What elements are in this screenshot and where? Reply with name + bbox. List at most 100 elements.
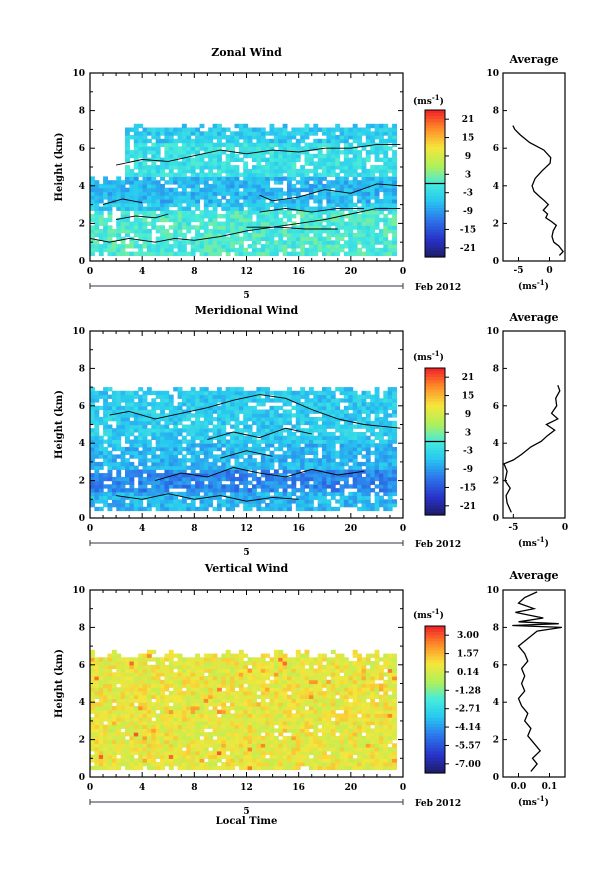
heatmap-cell xyxy=(225,458,231,463)
heatmap-cell xyxy=(287,506,292,512)
heatmap-cell xyxy=(256,446,262,452)
heatmap-cell xyxy=(256,131,262,136)
heatmap-cell xyxy=(111,443,117,448)
heatmap-cell xyxy=(374,458,380,463)
heatmap-cell xyxy=(133,454,139,459)
heatmap-cell xyxy=(168,473,174,478)
heatmap-cell xyxy=(94,747,100,752)
heatmap-cell xyxy=(151,217,157,223)
heatmap-cell xyxy=(217,435,222,440)
heatmap-cell xyxy=(111,465,117,470)
heatmap-cell xyxy=(230,424,235,429)
heatmap-cell xyxy=(308,458,314,463)
heatmap-cell xyxy=(238,435,244,440)
heatmap-cell xyxy=(365,424,371,429)
y-tick-label: 8 xyxy=(79,107,85,117)
heatmap-cell xyxy=(107,702,113,707)
heatmap-cell xyxy=(151,183,157,189)
heatmap-cell xyxy=(164,405,170,411)
heatmap-cell xyxy=(203,225,209,230)
heatmap-cell xyxy=(291,202,297,208)
heatmap-cell xyxy=(348,503,354,508)
heatmap-cell xyxy=(142,195,148,200)
heatmap-cell xyxy=(146,450,152,455)
heatmap-cell xyxy=(173,683,179,688)
heatmap-cell xyxy=(247,168,253,174)
heatmap-cell xyxy=(295,153,301,159)
heatmap-cell xyxy=(304,499,310,504)
heatmap-cell xyxy=(300,138,306,144)
heatmap-cell xyxy=(90,214,95,219)
heatmap-cell xyxy=(125,424,130,429)
heatmap-cell xyxy=(160,191,165,196)
heatmap-cell xyxy=(361,146,367,151)
heatmap-cell xyxy=(361,131,367,136)
heatmap-cell xyxy=(186,135,192,140)
heatmap-cell xyxy=(269,390,275,396)
heatmap-cell xyxy=(313,469,319,474)
heatmap-cell xyxy=(217,172,222,177)
heatmap-cell xyxy=(256,240,262,245)
heatmap-cell xyxy=(330,465,336,470)
heatmap-cell xyxy=(300,214,306,219)
heatmap-cell xyxy=(168,191,174,196)
heatmap-cell xyxy=(190,217,196,223)
heatmap-cell xyxy=(177,679,183,685)
heatmap-cell xyxy=(98,713,104,718)
heatmap-cell xyxy=(225,191,231,196)
heatmap-cell xyxy=(138,443,144,448)
heatmap-cell xyxy=(317,244,323,249)
heatmap-cell xyxy=(343,168,349,174)
heatmap-cell xyxy=(208,221,214,226)
heatmap-cell xyxy=(181,428,187,433)
x-tick-label: 0 xyxy=(87,524,93,534)
heatmap-cell xyxy=(221,229,227,234)
heatmap-cell xyxy=(142,165,148,170)
heatmap-cell xyxy=(308,409,314,414)
heatmap-cell xyxy=(335,236,341,241)
heatmap-cell xyxy=(278,210,284,215)
heatmap-cell xyxy=(260,232,266,238)
heatmap-cell xyxy=(273,195,279,200)
heatmap-cell xyxy=(234,202,240,208)
heatmap-cell xyxy=(365,251,371,256)
heatmap-cell xyxy=(103,225,108,230)
heatmap-cell xyxy=(374,251,380,256)
heatmap-cell xyxy=(90,461,95,467)
heatmap-cell xyxy=(199,146,205,151)
heatmap-cell xyxy=(379,435,384,440)
colorbar-swatch xyxy=(425,438,445,443)
heatmap-cell xyxy=(291,146,297,151)
heatmap-cell xyxy=(370,150,376,155)
heatmap-cell xyxy=(168,739,174,744)
heatmap-cell xyxy=(265,247,270,253)
heatmap-cell xyxy=(116,705,122,711)
heatmap-cell xyxy=(287,417,292,422)
heatmap-cell xyxy=(164,138,170,144)
heatmap-cell xyxy=(238,150,244,155)
heatmap-cell xyxy=(269,405,275,411)
heatmap-cell xyxy=(287,138,292,144)
heatmap-cell xyxy=(304,432,310,437)
heatmap-cell xyxy=(146,476,152,482)
heatmap-cell xyxy=(111,195,117,200)
heatmap-cell xyxy=(273,240,279,245)
heatmap-cell xyxy=(383,247,389,253)
heatmap-cell xyxy=(90,732,95,737)
heatmap-cell xyxy=(173,127,179,132)
heatmap-cell xyxy=(238,183,244,189)
heatmap-cell xyxy=(225,461,231,467)
heatmap-cell xyxy=(238,495,244,500)
heatmap-cell xyxy=(300,503,306,508)
heatmap-cell xyxy=(151,709,157,714)
heatmap-cell xyxy=(365,191,371,196)
heatmap-cell xyxy=(365,420,371,426)
heatmap-cell xyxy=(151,214,157,219)
heatmap-cell xyxy=(278,465,284,470)
heatmap-cell xyxy=(278,142,284,147)
heatmap-cell xyxy=(129,668,135,673)
heatmap-cell xyxy=(146,480,152,485)
heatmap-cell xyxy=(177,206,183,211)
heatmap-cell xyxy=(94,225,100,230)
